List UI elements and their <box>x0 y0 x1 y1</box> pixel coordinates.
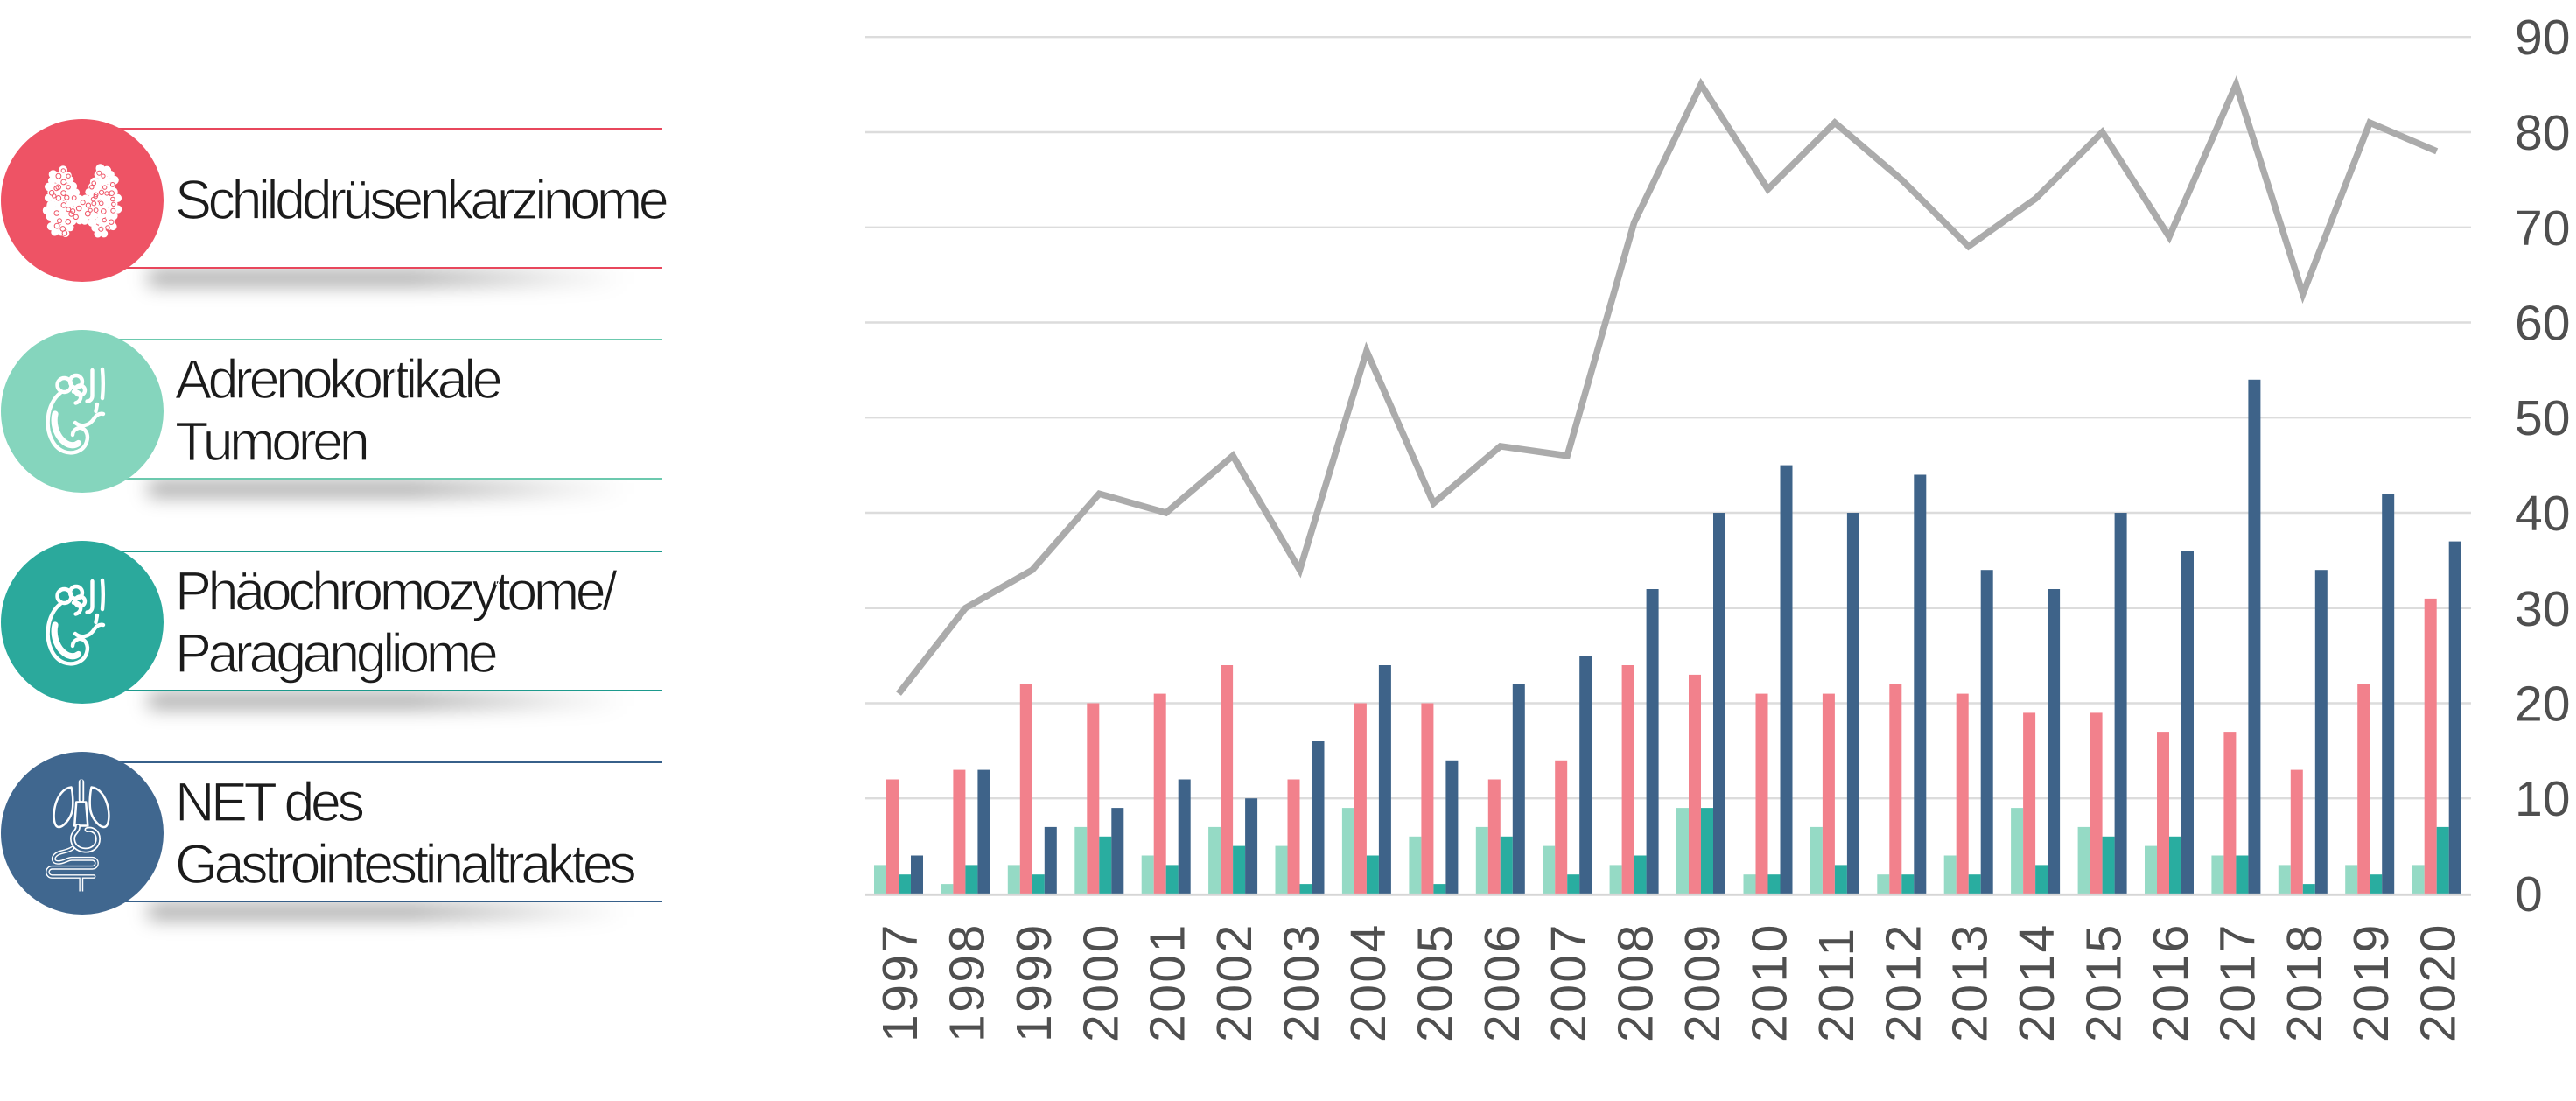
svg-text:2006: 2006 <box>1474 922 1530 1042</box>
svg-text:2014: 2014 <box>2009 922 2065 1042</box>
svg-text:20: 20 <box>2515 677 2570 733</box>
svg-text:2001: 2001 <box>1140 922 1196 1042</box>
svg-text:2020: 2020 <box>2411 922 2467 1042</box>
svg-text:50: 50 <box>2515 390 2570 446</box>
svg-text:2011: 2011 <box>1809 926 1865 1042</box>
svg-text:2008: 2008 <box>1608 922 1664 1042</box>
svg-text:2002: 2002 <box>1207 922 1263 1042</box>
svg-text:2018: 2018 <box>2277 922 2333 1042</box>
svg-text:2005: 2005 <box>1407 922 1463 1042</box>
svg-text:2016: 2016 <box>2143 922 2199 1042</box>
svg-text:2010: 2010 <box>1742 922 1798 1042</box>
svg-text:80: 80 <box>2515 105 2570 161</box>
svg-text:90: 90 <box>2515 10 2570 66</box>
svg-text:2007: 2007 <box>1541 922 1597 1042</box>
svg-text:60: 60 <box>2515 296 2570 352</box>
svg-text:70: 70 <box>2515 200 2570 256</box>
svg-text:2012: 2012 <box>1875 922 1931 1042</box>
svg-text:2019: 2019 <box>2343 922 2399 1042</box>
svg-text:1998: 1998 <box>939 922 995 1042</box>
svg-text:1999: 1999 <box>1006 922 1062 1042</box>
svg-text:0: 0 <box>2515 866 2543 922</box>
svg-text:2003: 2003 <box>1274 922 1330 1042</box>
svg-text:2015: 2015 <box>2076 922 2132 1042</box>
svg-text:1997: 1997 <box>872 922 928 1042</box>
svg-text:2009: 2009 <box>1675 922 1731 1042</box>
svg-text:2017: 2017 <box>2209 922 2265 1042</box>
svg-text:10: 10 <box>2515 771 2570 827</box>
svg-text:2004: 2004 <box>1340 922 1396 1042</box>
svg-text:40: 40 <box>2515 486 2570 542</box>
svg-text:30: 30 <box>2515 581 2570 637</box>
svg-text:2013: 2013 <box>1942 922 1998 1042</box>
svg-text:2000: 2000 <box>1073 922 1129 1042</box>
